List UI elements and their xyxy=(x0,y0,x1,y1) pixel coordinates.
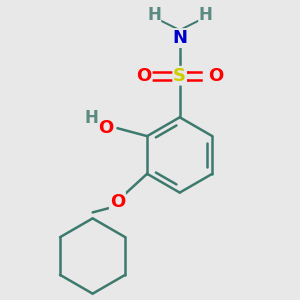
Text: N: N xyxy=(172,29,187,47)
Text: H: H xyxy=(199,6,212,24)
Text: H: H xyxy=(85,109,99,127)
Text: H: H xyxy=(147,6,161,24)
Text: O: O xyxy=(110,193,125,211)
Text: S: S xyxy=(173,67,186,85)
Text: O: O xyxy=(98,119,113,137)
Text: O: O xyxy=(136,67,152,85)
Text: O: O xyxy=(208,67,223,85)
